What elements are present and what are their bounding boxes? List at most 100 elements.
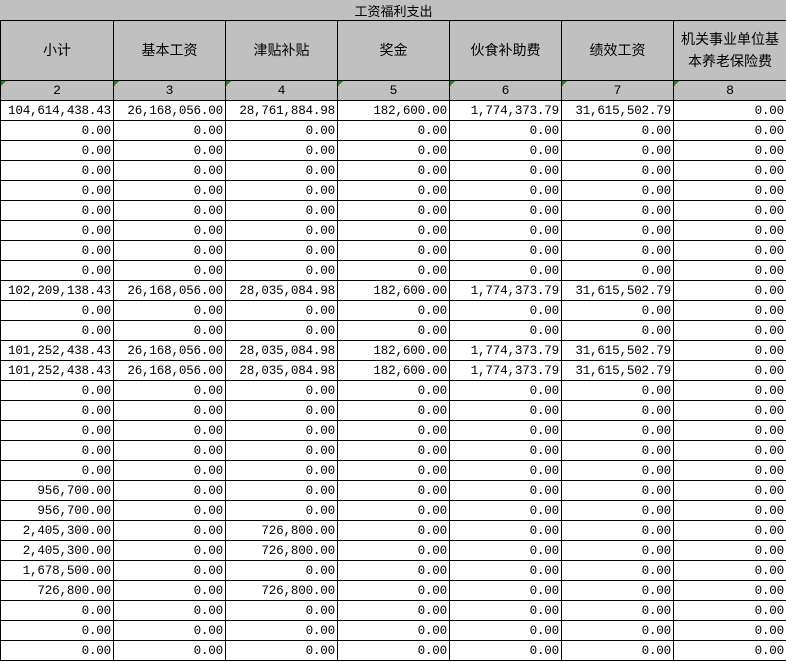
table-cell[interactable]: 0.00 <box>113 500 226 521</box>
table-cell[interactable]: 0.00 <box>561 520 674 541</box>
table-cell[interactable]: 0.00 <box>337 640 450 661</box>
table-cell[interactable]: 0.00 <box>0 120 114 141</box>
table-cell[interactable]: 0.00 <box>561 400 674 421</box>
column-header[interactable]: 伙食补助费 <box>449 20 562 81</box>
table-cell[interactable]: 0.00 <box>0 620 114 641</box>
table-cell[interactable]: 0.00 <box>449 220 562 241</box>
table-cell[interactable]: 31,615,502.79 <box>561 360 674 381</box>
table-cell[interactable]: 0.00 <box>561 380 674 401</box>
table-cell[interactable]: 0.00 <box>0 260 114 281</box>
table-cell[interactable]: 0.00 <box>673 100 786 121</box>
table-cell[interactable]: 0.00 <box>113 600 226 621</box>
table-cell[interactable]: 0.00 <box>225 160 338 181</box>
table-cell[interactable]: 0.00 <box>449 580 562 601</box>
table-cell[interactable]: 1,774,373.79 <box>449 100 562 121</box>
table-cell[interactable]: 726,800.00 <box>0 580 114 601</box>
table-cell[interactable]: 0.00 <box>673 360 786 381</box>
table-cell[interactable]: 0.00 <box>561 320 674 341</box>
table-cell[interactable]: 0.00 <box>337 160 450 181</box>
table-cell[interactable]: 0.00 <box>673 160 786 181</box>
table-cell[interactable]: 0.00 <box>561 300 674 321</box>
column-number-cell[interactable]: 8 <box>673 80 786 101</box>
table-cell[interactable]: 0.00 <box>225 260 338 281</box>
table-cell[interactable]: 0.00 <box>113 520 226 541</box>
table-cell[interactable]: 0.00 <box>449 520 562 541</box>
table-cell[interactable]: 0.00 <box>337 300 450 321</box>
table-cell[interactable]: 0.00 <box>113 460 226 481</box>
table-cell[interactable]: 0.00 <box>337 140 450 161</box>
table-cell[interactable]: 0.00 <box>673 440 786 461</box>
table-cell[interactable]: 0.00 <box>673 240 786 261</box>
table-cell[interactable]: 0.00 <box>561 240 674 261</box>
table-cell[interactable]: 0.00 <box>673 500 786 521</box>
table-cell[interactable]: 0.00 <box>673 380 786 401</box>
table-cell[interactable]: 0.00 <box>113 120 226 141</box>
table-title[interactable]: 工资福利支出 <box>0 0 786 21</box>
table-cell[interactable]: 0.00 <box>0 420 114 441</box>
table-cell[interactable]: 0.00 <box>0 380 114 401</box>
table-cell[interactable]: 0.00 <box>449 240 562 261</box>
table-cell[interactable]: 0.00 <box>225 500 338 521</box>
column-header[interactable]: 绩效工资 <box>561 20 674 81</box>
table-cell[interactable]: 0.00 <box>673 400 786 421</box>
table-cell[interactable]: 0.00 <box>225 560 338 581</box>
table-cell[interactable]: 0.00 <box>225 140 338 161</box>
table-cell[interactable]: 182,600.00 <box>337 100 450 121</box>
table-cell[interactable]: 0.00 <box>225 640 338 661</box>
table-cell[interactable]: 0.00 <box>225 240 338 261</box>
table-cell[interactable]: 182,600.00 <box>337 280 450 301</box>
table-cell[interactable]: 0.00 <box>337 420 450 441</box>
table-cell[interactable]: 0.00 <box>449 420 562 441</box>
table-cell[interactable]: 0.00 <box>561 140 674 161</box>
table-cell[interactable]: 0.00 <box>449 500 562 521</box>
table-cell[interactable]: 0.00 <box>337 240 450 261</box>
column-number-cell[interactable]: 4 <box>225 80 338 101</box>
table-cell[interactable]: 0.00 <box>225 420 338 441</box>
table-cell[interactable]: 0.00 <box>113 440 226 461</box>
table-cell[interactable]: 31,615,502.79 <box>561 280 674 301</box>
table-cell[interactable]: 28,035,084.98 <box>225 280 338 301</box>
table-cell[interactable]: 182,600.00 <box>337 340 450 361</box>
table-cell[interactable]: 28,035,084.98 <box>225 360 338 381</box>
table-cell[interactable]: 0.00 <box>337 400 450 421</box>
table-cell[interactable]: 0.00 <box>449 540 562 561</box>
table-cell[interactable]: 0.00 <box>449 460 562 481</box>
table-cell[interactable]: 0.00 <box>561 540 674 561</box>
table-cell[interactable]: 1,678,500.00 <box>0 560 114 581</box>
table-cell[interactable]: 0.00 <box>113 320 226 341</box>
table-cell[interactable]: 26,168,056.00 <box>113 280 226 301</box>
table-cell[interactable]: 0.00 <box>673 260 786 281</box>
table-cell[interactable]: 0.00 <box>449 600 562 621</box>
table-cell[interactable]: 0.00 <box>0 460 114 481</box>
column-number-cell[interactable]: 6 <box>449 80 562 101</box>
table-cell[interactable]: 0.00 <box>337 320 450 341</box>
table-cell[interactable]: 28,035,084.98 <box>225 340 338 361</box>
table-cell[interactable]: 0.00 <box>113 380 226 401</box>
table-cell[interactable]: 0.00 <box>0 200 114 221</box>
table-cell[interactable]: 0.00 <box>0 440 114 461</box>
table-cell[interactable]: 0.00 <box>337 580 450 601</box>
table-cell[interactable]: 0.00 <box>113 220 226 241</box>
table-cell[interactable]: 0.00 <box>673 140 786 161</box>
table-cell[interactable]: 0.00 <box>337 480 450 501</box>
table-cell[interactable]: 0.00 <box>561 500 674 521</box>
table-cell[interactable]: 0.00 <box>337 520 450 541</box>
table-cell[interactable]: 0.00 <box>337 500 450 521</box>
table-cell[interactable]: 0.00 <box>113 620 226 641</box>
table-cell[interactable]: 2,405,300.00 <box>0 540 114 561</box>
table-cell[interactable]: 0.00 <box>673 220 786 241</box>
table-cell[interactable]: 0.00 <box>673 420 786 441</box>
table-cell[interactable]: 0.00 <box>449 300 562 321</box>
table-cell[interactable]: 104,614,438.43 <box>0 100 114 121</box>
table-cell[interactable]: 102,209,138.43 <box>0 280 114 301</box>
table-cell[interactable]: 0.00 <box>225 300 338 321</box>
table-cell[interactable]: 0.00 <box>561 200 674 221</box>
table-cell[interactable]: 0.00 <box>0 640 114 661</box>
table-cell[interactable]: 0.00 <box>673 480 786 501</box>
table-cell[interactable]: 0.00 <box>673 560 786 581</box>
table-cell[interactable]: 0.00 <box>449 180 562 201</box>
table-cell[interactable]: 0.00 <box>0 160 114 181</box>
table-cell[interactable]: 0.00 <box>113 160 226 181</box>
table-cell[interactable]: 0.00 <box>449 400 562 421</box>
table-cell[interactable]: 0.00 <box>449 160 562 181</box>
